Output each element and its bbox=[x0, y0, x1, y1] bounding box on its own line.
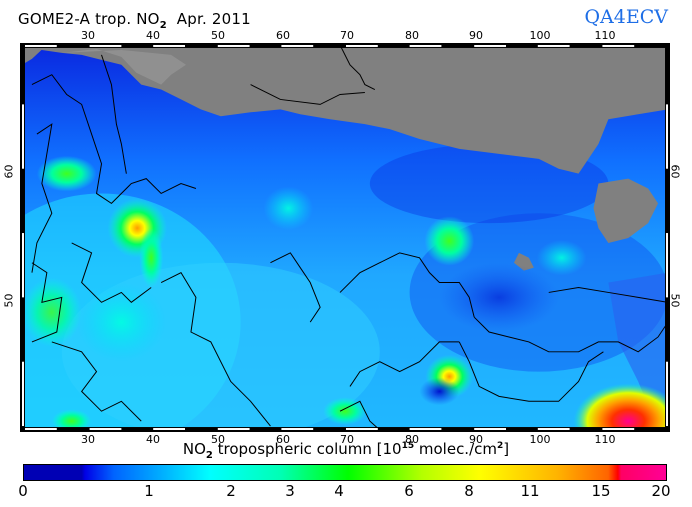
colorbar-label-unit-exponent: 2 bbox=[497, 441, 504, 451]
lon-tick-bottom: 100 bbox=[529, 433, 551, 446]
colorbar-label: NO2 tropospheric column [1015 molec./cm2… bbox=[0, 440, 692, 461]
lon-tick-bottom: 80 bbox=[405, 433, 419, 446]
map-title: GOME2-A trop. NO2 Apr. 2011 bbox=[18, 10, 251, 31]
lon-tick-top: 60 bbox=[276, 29, 290, 42]
brand-logo: QA4ECV bbox=[584, 6, 668, 28]
colorbar-tick: 3 bbox=[285, 482, 295, 500]
lon-tick-bottom: 50 bbox=[211, 433, 225, 446]
colorbar-tick: 4 bbox=[334, 482, 344, 500]
lon-tick-top: 100 bbox=[529, 29, 551, 42]
lon-tick-bottom: 30 bbox=[81, 433, 95, 446]
colorbar-label-text: tropospheric column [10 bbox=[212, 440, 402, 458]
colorbar-label-species: NO bbox=[182, 440, 206, 458]
lon-tick-top: 50 bbox=[211, 29, 225, 42]
lon-tick-bottom: 110 bbox=[594, 433, 616, 446]
lat-tick-right: 50 bbox=[668, 293, 682, 308]
title-date: Apr. 2011 bbox=[176, 10, 251, 28]
lon-tick-top: 70 bbox=[340, 29, 354, 42]
colorbar bbox=[23, 464, 667, 481]
map-raster bbox=[22, 45, 668, 430]
colorbar-tick: 20 bbox=[651, 482, 671, 500]
lon-tick-bottom: 70 bbox=[340, 433, 354, 446]
colorbar-label-sub: 2 bbox=[205, 450, 213, 461]
lon-tick-top: 90 bbox=[469, 29, 483, 42]
lat-tick-left: 60 bbox=[2, 164, 16, 179]
colorbar-tick: 6 bbox=[404, 482, 414, 500]
lon-tick-top: 110 bbox=[594, 29, 616, 42]
colorbar-tick: 15 bbox=[591, 482, 611, 500]
colorbar-tick: 1 bbox=[144, 482, 154, 500]
colorbar-tick: 11 bbox=[520, 482, 540, 500]
colorbar-label-unit: molec./cm bbox=[414, 440, 497, 458]
colorbar-tick: 8 bbox=[464, 482, 474, 500]
lon-tick-bottom: 60 bbox=[276, 433, 290, 446]
lon-tick-top: 40 bbox=[146, 29, 160, 42]
title-subscript: 2 bbox=[159, 20, 167, 31]
title-text: GOME2-A trop. NO bbox=[18, 10, 160, 28]
no2-map bbox=[20, 43, 670, 432]
colorbar-label-end: ] bbox=[503, 440, 510, 458]
lon-tick-bottom: 40 bbox=[146, 433, 160, 446]
lat-tick-left: 50 bbox=[2, 293, 16, 308]
lon-tick-bottom: 90 bbox=[469, 433, 483, 446]
colorbar-label-exponent: 15 bbox=[401, 441, 415, 451]
colorbar-tick: 2 bbox=[226, 482, 236, 500]
colorbar-tick: 0 bbox=[18, 482, 28, 500]
lon-tick-top: 30 bbox=[81, 29, 95, 42]
lon-tick-top: 80 bbox=[405, 29, 419, 42]
lat-tick-right: 60 bbox=[668, 164, 682, 179]
